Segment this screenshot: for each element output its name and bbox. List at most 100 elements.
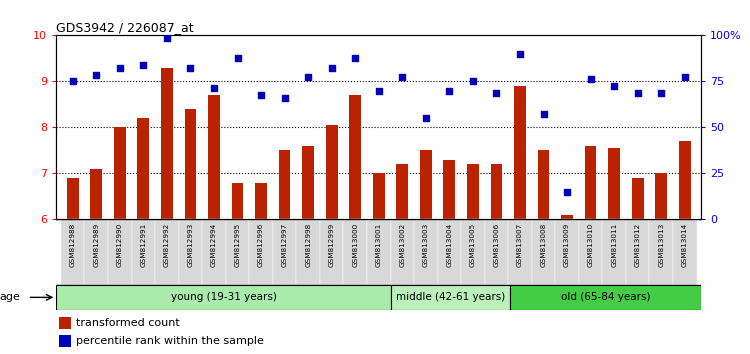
- Text: GSM812992: GSM812992: [164, 223, 170, 267]
- Point: [161, 35, 173, 41]
- Bar: [178, 219, 203, 285]
- Bar: [509, 219, 532, 285]
- Text: GSM813000: GSM813000: [352, 223, 358, 267]
- Bar: [249, 219, 273, 285]
- Bar: [397, 164, 408, 219]
- Bar: [161, 68, 172, 219]
- Point: [90, 72, 102, 77]
- Text: GSM812996: GSM812996: [258, 223, 264, 267]
- Text: GDS3942 / 226087_at: GDS3942 / 226087_at: [56, 21, 194, 34]
- Bar: [350, 95, 361, 219]
- Bar: [208, 95, 220, 219]
- Bar: [484, 219, 508, 285]
- Bar: [673, 219, 697, 285]
- Point: [184, 65, 196, 70]
- Text: GSM813003: GSM813003: [423, 223, 429, 267]
- Bar: [202, 219, 226, 285]
- Bar: [131, 219, 155, 285]
- Point: [114, 65, 126, 70]
- Bar: [443, 160, 455, 219]
- Text: GSM813010: GSM813010: [587, 223, 593, 267]
- Text: GSM813005: GSM813005: [470, 223, 476, 267]
- Text: GSM812993: GSM812993: [188, 223, 194, 267]
- Text: percentile rank within the sample: percentile rank within the sample: [76, 336, 263, 346]
- Text: GSM813007: GSM813007: [517, 223, 523, 267]
- Text: GSM813013: GSM813013: [658, 223, 664, 267]
- Point: [561, 189, 573, 195]
- Bar: [114, 127, 126, 219]
- Bar: [67, 178, 79, 219]
- Bar: [510, 285, 701, 310]
- Point: [679, 74, 691, 80]
- Bar: [538, 150, 550, 219]
- Bar: [461, 219, 484, 285]
- Text: GSM812991: GSM812991: [140, 223, 146, 267]
- Bar: [656, 173, 667, 219]
- Point: [350, 56, 361, 61]
- Bar: [56, 285, 391, 310]
- Point: [396, 74, 408, 80]
- Bar: [373, 173, 385, 219]
- Text: GSM812990: GSM812990: [117, 223, 123, 267]
- Bar: [414, 219, 437, 285]
- Point: [137, 62, 149, 68]
- Bar: [632, 178, 644, 219]
- Bar: [490, 164, 502, 219]
- Point: [538, 111, 550, 116]
- Bar: [608, 148, 620, 219]
- Text: GSM812998: GSM812998: [305, 223, 311, 267]
- Bar: [302, 146, 314, 219]
- Point: [232, 56, 244, 61]
- Bar: [367, 219, 391, 285]
- Bar: [320, 219, 344, 285]
- Point: [373, 88, 385, 93]
- Text: transformed count: transformed count: [76, 318, 179, 328]
- Point: [326, 65, 338, 70]
- Text: GSM813011: GSM813011: [611, 223, 617, 267]
- Point: [467, 79, 479, 84]
- Text: GSM813002: GSM813002: [399, 223, 405, 267]
- Bar: [602, 219, 626, 285]
- Bar: [255, 183, 267, 219]
- Text: GSM813006: GSM813006: [494, 223, 500, 267]
- Bar: [585, 146, 596, 219]
- Bar: [555, 219, 579, 285]
- Bar: [650, 219, 673, 285]
- Point: [443, 88, 455, 93]
- Text: GSM812995: GSM812995: [235, 223, 241, 267]
- Bar: [137, 118, 149, 219]
- Point: [67, 79, 79, 84]
- Text: GSM813004: GSM813004: [446, 223, 452, 267]
- Point: [490, 90, 502, 96]
- Bar: [561, 215, 573, 219]
- Bar: [232, 183, 244, 219]
- Bar: [532, 219, 555, 285]
- Point: [420, 115, 432, 121]
- Bar: [226, 219, 249, 285]
- Point: [584, 76, 596, 82]
- Text: middle (42-61 years): middle (42-61 years): [396, 292, 505, 302]
- Text: GSM813014: GSM813014: [682, 223, 688, 267]
- Bar: [59, 317, 71, 329]
- Text: GSM813009: GSM813009: [564, 223, 570, 267]
- Bar: [326, 125, 338, 219]
- Bar: [296, 219, 320, 285]
- Bar: [91, 169, 102, 219]
- Point: [608, 83, 620, 89]
- Point: [278, 95, 290, 100]
- Bar: [273, 219, 296, 285]
- Point: [632, 90, 644, 96]
- Text: GSM812994: GSM812994: [211, 223, 217, 267]
- Bar: [420, 150, 432, 219]
- Point: [514, 51, 526, 57]
- Bar: [391, 285, 510, 310]
- Bar: [184, 109, 196, 219]
- Text: GSM813001: GSM813001: [376, 223, 382, 267]
- Text: GSM812988: GSM812988: [70, 223, 76, 267]
- Bar: [155, 219, 178, 285]
- Bar: [514, 86, 526, 219]
- Point: [255, 92, 267, 98]
- Point: [208, 85, 220, 91]
- Bar: [391, 219, 414, 285]
- Bar: [437, 219, 461, 285]
